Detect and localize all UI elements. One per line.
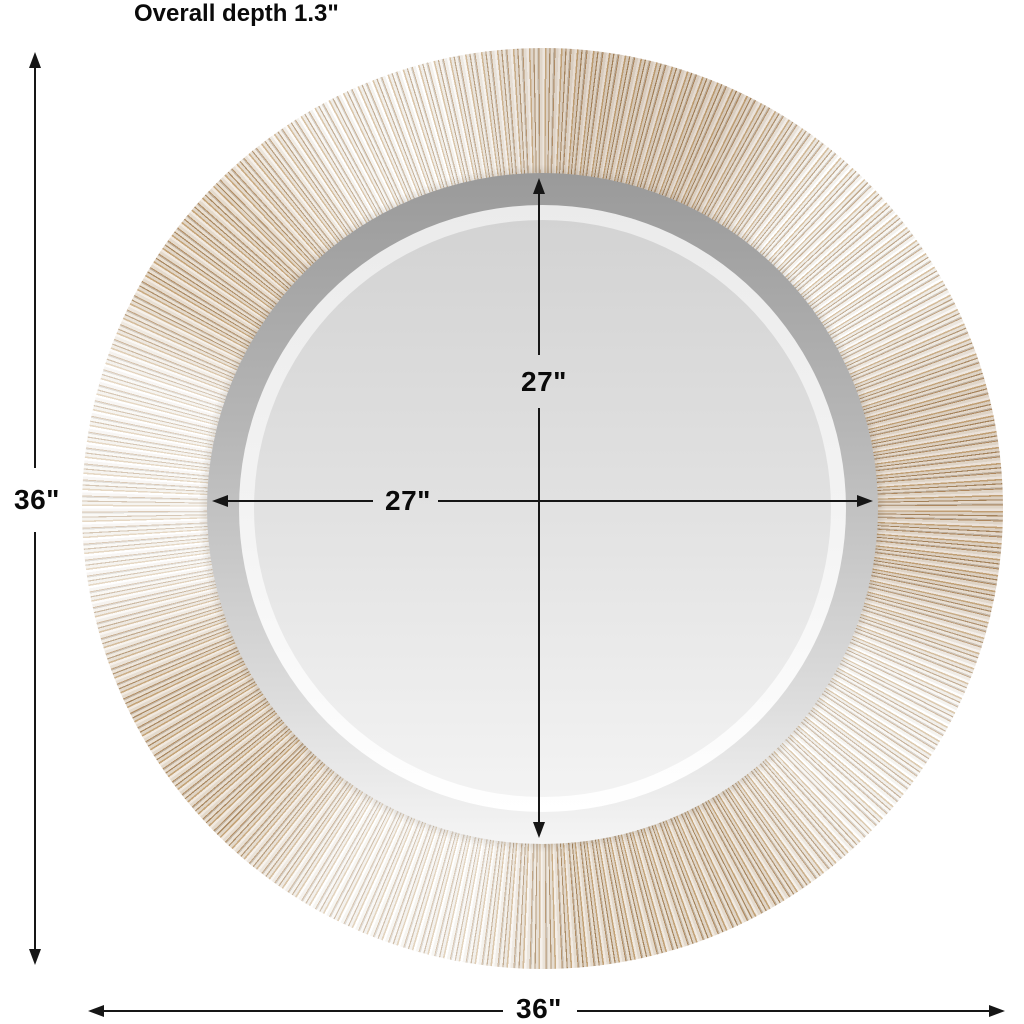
mirror-width-line-right bbox=[438, 500, 859, 502]
overall-width-label: 36" bbox=[516, 993, 562, 1024]
overall-height-label: 36" bbox=[14, 484, 60, 515]
mirror-height-label: 27" bbox=[521, 366, 567, 397]
dim-arrow-up-icon bbox=[29, 52, 41, 68]
mirror-dim-arrow-down-icon bbox=[533, 822, 545, 838]
dim-arrow-right-icon bbox=[989, 1005, 1005, 1017]
mirror-dim-arrow-up-icon bbox=[533, 178, 545, 194]
mirror-dim-arrow-left-icon bbox=[212, 495, 228, 507]
mirror-height-line-top bbox=[538, 192, 540, 355]
mirror-width-line-left bbox=[226, 500, 373, 502]
dim-arrow-left-icon bbox=[88, 1005, 104, 1017]
mirror-height-line-bottom bbox=[538, 408, 540, 824]
dim-arrow-down-icon bbox=[29, 949, 41, 965]
overall-depth-label: Overall depth 1.3" bbox=[134, 0, 339, 27]
width-dim-line-left bbox=[102, 1010, 503, 1012]
mirror-frame-wood-ring bbox=[82, 48, 1003, 969]
mirror-width-label: 27" bbox=[385, 485, 431, 516]
height-dim-line-top bbox=[34, 66, 36, 468]
height-dim-line-bottom bbox=[34, 532, 36, 951]
mirror-dim-arrow-right-icon bbox=[857, 495, 873, 507]
width-dim-line-right bbox=[577, 1010, 991, 1012]
mirror-bevel-center bbox=[254, 220, 831, 797]
